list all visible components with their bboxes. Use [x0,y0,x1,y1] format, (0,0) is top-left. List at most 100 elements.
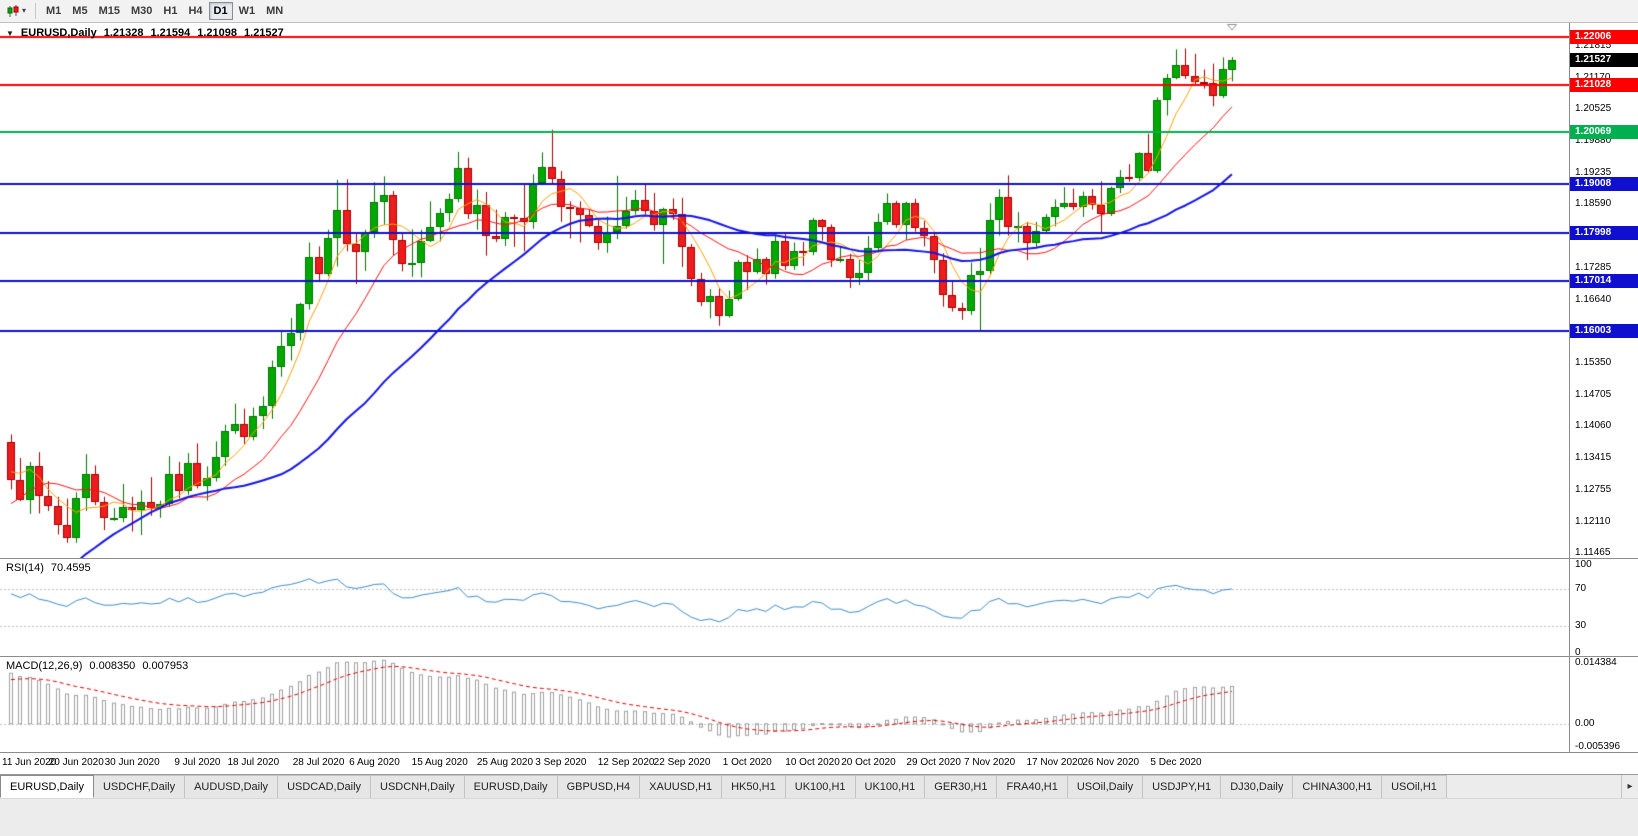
tab-6-gbpusd-h4[interactable]: GBPUSD,H4 [557,775,641,798]
rsi-scale-100: 100 [1575,559,1592,570]
tab-15-dj30-daily[interactable]: DJ30,Daily [1221,775,1294,798]
rsi-macd-separator[interactable] [0,656,1638,657]
macd-indicator-canvas[interactable] [0,657,1569,752]
chart-symbol-period: EURUSD,Daily [20,27,97,39]
time-axis-label: 15 Aug 2020 [411,757,468,768]
time-axis-label: 28 Jul 2020 [292,757,345,768]
tab-2-audusd-daily[interactable]: AUDUSD,Daily [185,775,279,798]
macd-signal-value: 0.007953 [142,660,189,672]
tab-11-ger30-h1[interactable]: GER30,H1 [925,775,998,798]
timeframe-button-d1[interactable]: D1 [208,2,233,20]
time-axis-label: 11 Jun 2020 [2,757,57,768]
timeframe-button-m15[interactable]: M15 [94,2,125,20]
tab-1-usdchf-daily[interactable]: USDCHF,Daily [93,775,186,798]
tab-16-china300-h1[interactable]: CHINA300,H1 [1293,775,1383,798]
current-price-badge: 1.21527 [1570,53,1638,68]
rsi-label: RSI(14) 70.4595 [6,562,91,574]
time-axis-label: 7 Nov 2020 [964,757,1016,768]
timeframe-button-h4[interactable]: H4 [183,2,207,20]
price-axis-label: 1.18590 [1575,198,1612,210]
time-axis-label: 3 Sep 2020 [535,757,587,768]
macd-label: MACD(12,26,9) 0.008350 0.007953 [6,660,189,672]
time-axis-label: 18 Jul 2020 [227,757,280,768]
price-axis-label: 1.12755 [1575,484,1612,496]
tab-8-hk50-h1[interactable]: HK50,H1 [722,775,786,798]
price-axis-label: 1.20525 [1575,103,1612,115]
macd-scale-max: 0.014384 [1575,657,1617,668]
level-price-badge: 1.17998 [1570,226,1638,241]
price-axis-label: 1.11465 [1575,547,1611,559]
chart-rsi-separator[interactable] [0,558,1638,559]
main-chart-canvas[interactable] [0,22,1569,558]
toolbar-separator [35,3,37,19]
timeframe-button-h1[interactable]: H1 [158,2,182,20]
time-axis-label: 6 Aug 2020 [349,757,400,768]
tab-10-uk100-h1[interactable]: UK100,H1 [855,775,926,798]
price-axis-line [1569,22,1570,752]
ohlc-close: 1.21527 [244,27,284,39]
timeframe-button-m30[interactable]: M30 [126,2,157,20]
ohlc-high: 1.21594 [150,27,191,39]
tab-9-uk100-h1[interactable]: UK100,H1 [785,775,856,798]
candlestick-chart-icon [7,4,19,17]
price-axis-label: 1.14705 [1575,388,1612,400]
tab-5-eurusd-daily[interactable]: EURUSD,Daily [464,775,558,798]
tab-4-usdcnh-daily[interactable]: USDCNH,Daily [371,775,465,798]
time-axis-label: 25 Aug 2020 [476,757,534,768]
tabs-scroll-right-button[interactable]: ▸ [1621,775,1638,798]
time-axis-label: 12 Sep 2020 [597,757,655,768]
macd-scale-min: -0.005396 [1575,741,1621,752]
timeframe-button-mn[interactable]: MN [261,2,288,20]
level-price-badge: 1.22006 [1570,29,1638,44]
time-axis-label: 26 Nov 2020 [1082,757,1140,768]
tab-12-fra40-h1[interactable]: FRA40,H1 [997,775,1068,798]
chart-title: ▼ EURUSD,Daily 1.21328 1.21594 1.21098 1… [6,27,284,39]
time-axis-label: 1 Oct 2020 [722,757,772,768]
tabs-list: EURUSD,Daily USDCHF,Daily AUDUSD,Daily USDC… [0,775,1621,798]
macd-main-value: 0.008350 [89,660,136,672]
time-axis-label: 5 Dec 2020 [1150,757,1202,768]
tab-0-eurusd-daily[interactable]: EURUSD,Daily [0,775,94,798]
chevron-down-icon: ▾ [22,6,27,15]
price-axis-label: 1.17285 [1575,262,1612,274]
macd-name: MACD(12,26,9) [6,660,83,672]
window-tabs-bar: EURUSD,Daily USDCHF,Daily AUDUSD,Daily USDC… [0,774,1638,798]
tab-7-xauusd-h1[interactable]: XAUUSD,H1 [640,775,723,798]
time-axis-label: 29 Oct 2020 [906,757,961,768]
timeframe-button-m1[interactable]: M1 [41,2,66,20]
time-axis-label: 10 Oct 2020 [785,757,840,768]
level-price-badge: 1.20069 [1570,124,1638,139]
rsi-scale-30: 30 [1575,620,1587,631]
price-axis-label: 1.17945 [1575,229,1612,241]
price-axis-label: 1.12110 [1575,515,1611,527]
tab-17-usoil-h1[interactable]: USOil,H1 [1382,775,1447,798]
price-axis-label: 1.15350 [1575,357,1612,368]
rsi-scale-0: 0 [1575,647,1581,658]
tab-14-usdjpy-h1[interactable]: USDJPY,H1 [1143,775,1222,798]
level-price-badge: 1.16003 [1570,324,1638,338]
time-axis-label: 17 Nov 2020 [1026,757,1084,768]
price-axis-label: 1.21815 [1575,40,1612,52]
time-axis-label: 30 Jun 2020 [104,757,160,768]
timeframe-button-m5[interactable]: M5 [67,2,92,20]
level-price-badge: 1.21028 [1570,77,1638,92]
main-toolbar: ▾ M1 M5 M15 M30 H1 H4 D1 W1 MN [0,0,1638,23]
ohlc-open: 1.21328 [103,27,144,39]
time-axis-label: 9 Jul 2020 [174,757,221,768]
time-axis-label: 20 Jun 2020 [48,757,104,768]
macd-timeaxis-separator [0,752,1638,753]
rsi-scale-70: 70 [1575,583,1587,594]
timeframe-group: M1 M5 M15 M30 H1 H4 D1 W1 MN [41,2,288,20]
tab-3-usdcad-daily[interactable]: USDCAD,Daily [278,775,372,798]
chart-type-button[interactable]: ▾ [3,2,30,20]
price-axis-label: 1.19880 [1575,135,1612,147]
macd-scale-zero: 0.00 [1575,718,1595,729]
status-bar [0,798,1638,836]
level-price-badge: 1.19008 [1570,176,1638,191]
tab-13-usoil-daily[interactable]: USOil,Daily [1067,775,1144,798]
price-axis-label: 1.16640 [1575,293,1612,305]
collapse-arrow-icon[interactable]: ▼ [6,28,14,38]
timeframe-button-w1[interactable]: W1 [234,2,261,20]
rsi-indicator-canvas[interactable] [0,559,1569,656]
